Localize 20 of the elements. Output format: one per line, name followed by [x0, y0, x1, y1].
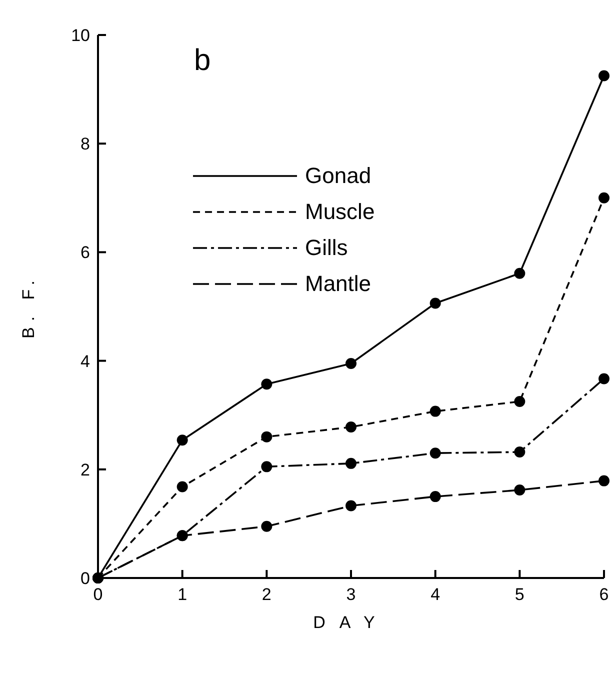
x-tick-label: 6: [599, 585, 609, 604]
y-axis-title: B. F.: [19, 274, 38, 339]
legend-label: Muscle: [305, 199, 375, 225]
x-tick-label: 4: [430, 585, 440, 604]
y-tick-label: 6: [80, 243, 90, 262]
y-tick-label: 2: [80, 460, 90, 480]
x-axis-title: DAY: [313, 613, 389, 632]
x-tick-label: 0: [93, 585, 103, 604]
chart-title: b: [194, 44, 211, 78]
y-tick-label: 4: [80, 352, 90, 371]
legend-label: Gonad: [305, 163, 372, 189]
x-tick-label: 1: [178, 585, 188, 604]
x-tick-label: 5: [514, 585, 524, 604]
x-tick-label: 2: [262, 585, 272, 604]
x-tick-label: 3: [346, 585, 356, 604]
legend-label: Gills: [305, 235, 348, 261]
y-tick-label: 0: [80, 569, 90, 588]
y-tick-label: 10: [71, 26, 90, 46]
y-tick-label: 8: [80, 134, 90, 154]
legend-label: Mantle: [305, 271, 372, 297]
